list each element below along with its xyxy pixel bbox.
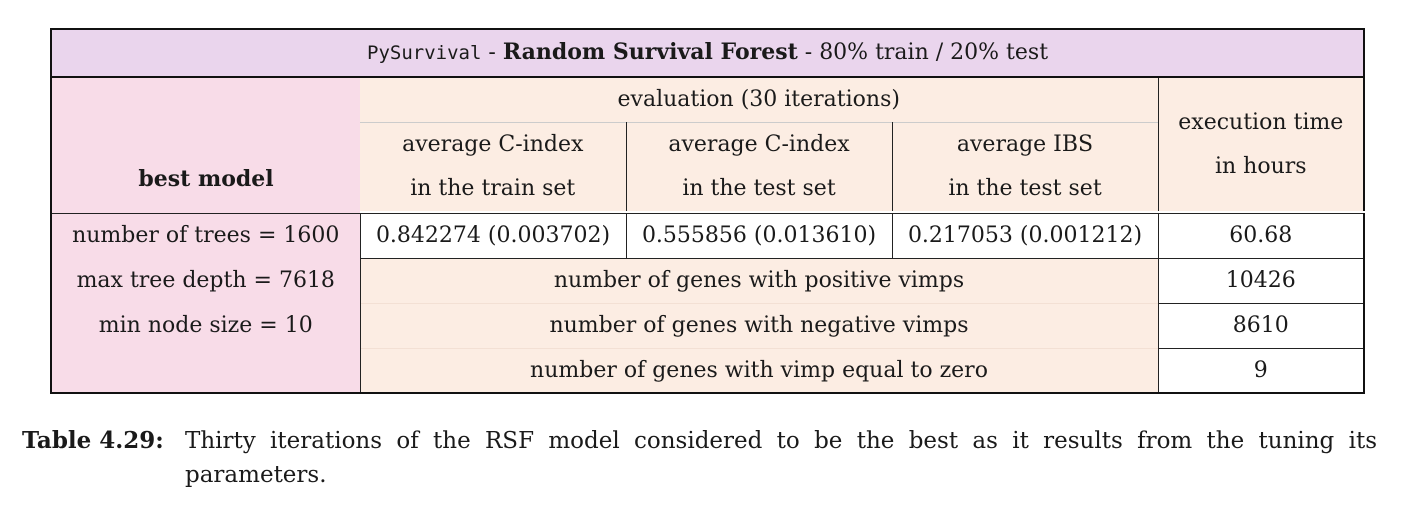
param-max-tree-depth: max tree depth = 7618	[50, 258, 360, 303]
vimp-negative-label: number of genes with negative vimps	[359, 302, 1158, 348]
col-header-line2: in the train set	[410, 175, 576, 201]
title-library: PySurvival	[367, 42, 482, 65]
vimp-row-zero: number of genes with vimp equal to zero …	[50, 347, 1366, 394]
exec-header-line1: execution time	[1178, 109, 1344, 135]
evaluation-group-header: evaluation (30 iterations)	[360, 77, 1158, 122]
vimp-zero-label: number of genes with vimp equal to zero	[359, 347, 1158, 394]
title-split: 80% train / 20% test	[819, 40, 1049, 66]
vimp-positive-label: number of genes with positive vimps	[359, 258, 1158, 303]
col-header-cindex-test: average C-index in the test set	[626, 121, 893, 211]
caption-text: Thirty iterations of the RSF model consi…	[185, 428, 1377, 488]
vimp-row-positive: max tree depth = 7618 number of genes wi…	[50, 257, 1366, 304]
cindex-train-value: 0.842274 (0.003702)	[359, 212, 627, 259]
exec-header-line2: in hours	[1214, 153, 1307, 179]
table-title-row: PySurvival - Random Survival Forest - 80…	[49, 28, 1366, 78]
row-header-best-model: best model	[50, 77, 360, 214]
title-separator: -	[481, 40, 503, 66]
col-header-cindex-train: average C-index in the train set	[360, 121, 627, 211]
table-caption: Table 4.29: Thirty iterations of the RSF…	[22, 424, 1377, 492]
col-header-ibs-test: average IBS in the test set	[892, 121, 1158, 211]
execution-time-header: execution time in hours	[1157, 77, 1366, 211]
results-row: number of trees = 1600 0.842274 (0.00370…	[50, 212, 1366, 259]
param-number-of-trees: number of trees = 1600	[50, 213, 360, 258]
header-row-columns: average C-index in the train set average …	[51, 121, 1364, 211]
title-model: Random Survival Forest	[502, 39, 798, 66]
vimp-zero-value: 9	[1157, 347, 1366, 394]
col-header-line2: in the test set	[682, 175, 836, 201]
table-title: PySurvival - Random Survival Forest - 80…	[49, 28, 1366, 78]
col-header-line1: average C-index	[402, 131, 584, 157]
vimp-row-negative: min node size = 10 number of genes with …	[50, 302, 1366, 349]
col-header-line1: average C-index	[668, 131, 850, 157]
caption-label: Table 4.29:	[22, 427, 164, 454]
header-row-group: best model evaluation (30 iterations) ex…	[50, 77, 1366, 214]
col-header-line2: in the test set	[948, 175, 1102, 201]
execution-time-value: 60.68	[1157, 212, 1366, 259]
title-separator: -	[797, 40, 820, 66]
results-table: PySurvival - Random Survival Forest - 80…	[49, 28, 1366, 394]
col-header-line1: average IBS	[956, 131, 1094, 157]
ibs-test-value: 0.217053 (0.001212)	[891, 212, 1159, 259]
vimp-positive-value: 10426	[1157, 257, 1366, 304]
vimp-negative-value: 8610	[1157, 302, 1366, 349]
param-min-node-size: min node size = 10	[50, 303, 360, 348]
param-empty-cell	[50, 348, 360, 394]
cindex-test-value: 0.555856 (0.013610)	[625, 212, 893, 259]
